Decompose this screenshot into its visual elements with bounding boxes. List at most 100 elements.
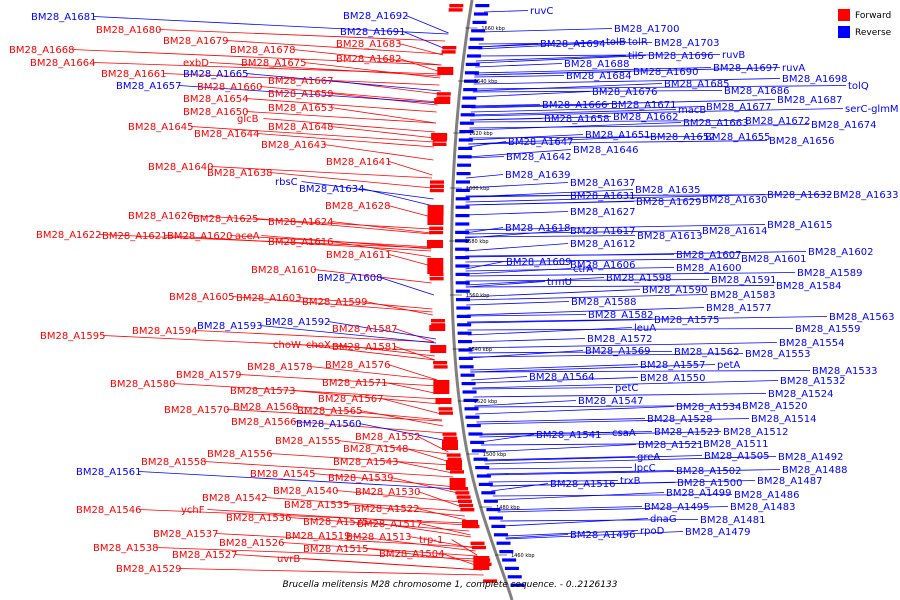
leader-line [416, 508, 467, 521]
leader-line [504, 530, 639, 537]
leader-line [330, 221, 432, 234]
reverse-gene [455, 298, 470, 302]
leader-line [476, 54, 721, 57]
leader-line [390, 477, 458, 494]
gene-label: BM28_A1514 [751, 414, 817, 425]
forward-gene [457, 499, 472, 503]
leader-line [402, 31, 446, 50]
leader-line [468, 338, 586, 343]
gene-label: BM28_A1627 [570, 207, 636, 218]
gene-label: BM28_A1516 [550, 479, 616, 490]
reverse-gene [504, 566, 519, 570]
gene-label: BM28_A1676 [592, 87, 658, 98]
reverse-gene [456, 306, 471, 310]
leader-line [471, 104, 610, 109]
leader-line [387, 205, 432, 218]
leader-line [93, 16, 449, 35]
leader-line [465, 199, 701, 206]
gene-label: BM28_A1559 [795, 324, 861, 335]
forward-gene [432, 138, 447, 142]
leader-line [465, 243, 569, 252]
leader-line [295, 406, 443, 421]
forward-gene [429, 325, 446, 331]
leader-line [238, 374, 439, 387]
gene-label: uvrB [277, 554, 300, 565]
gene-label: BM28_A1581 [332, 342, 398, 353]
reverse-gene [499, 550, 514, 554]
leader-line [476, 418, 646, 423]
scale-tick-label: 1460 kbp [511, 553, 535, 559]
gene-label: BM28_A1553 [745, 349, 811, 360]
gene-label: BM28_A1479 [685, 527, 751, 538]
leader-line [158, 29, 446, 42]
leader-line [298, 297, 433, 310]
gene-label: BM28_A1550 [640, 373, 706, 384]
reverse-gene [468, 432, 483, 436]
gene-label: BM28_A1617 [570, 226, 636, 237]
forward-gene [473, 556, 490, 570]
gene-label: BM28_A1580 [110, 379, 176, 390]
gene-label: BM28_A1634 [299, 184, 365, 195]
leader-line [465, 182, 569, 189]
gene-label: BM28_A1566 [231, 417, 297, 428]
leader-line [380, 398, 442, 415]
leader-line [465, 235, 636, 238]
forward-gene [429, 188, 444, 193]
reverse-gene [455, 222, 470, 226]
gene-label: BM28_A1615 [767, 220, 833, 231]
leader-line [466, 307, 705, 316]
gene-label: BM28_A1655 [705, 132, 771, 143]
gene-label: BM28_A1616 [268, 237, 334, 248]
leader-line [493, 492, 665, 501]
gene-label: BM28_A1535 [284, 500, 350, 511]
leader-line [264, 497, 464, 512]
forward-gene [442, 46, 457, 50]
leader-line [482, 444, 637, 453]
reverse-gene [456, 314, 471, 318]
leader-line [299, 344, 436, 361]
gene-label: BM28_A1512 [723, 427, 789, 438]
gene-label: BM28_A1556 [207, 449, 273, 460]
gene-label: lpcC [634, 463, 656, 474]
gene-label: BM28_A1608 [317, 273, 383, 284]
leader-line [364, 301, 433, 316]
leader-line [478, 42, 653, 45]
leader-line [288, 517, 470, 532]
leader-line [337, 440, 449, 455]
leader-line [178, 568, 484, 576]
gene-label: BM28_A1523 [654, 427, 720, 438]
leader-line [483, 456, 636, 461]
gene-label: BM28_A1648 [268, 122, 334, 133]
leader-line [468, 342, 778, 349]
leader-line [479, 431, 722, 438]
forward-gene [429, 277, 444, 281]
gene-label: BM28_A1525 [303, 517, 369, 528]
gene-label: BM28_A1515 [303, 544, 369, 555]
leader-line [359, 410, 444, 427]
gene-label: BM28_A1654 [183, 94, 249, 105]
map-caption: Brucella melitensis M28 chromosome 1, co… [283, 580, 618, 590]
leader-line [471, 376, 528, 381]
leader-line [470, 370, 811, 373]
reverse-gene [466, 54, 481, 58]
leader-line [466, 314, 587, 317]
gene-label: BM28_A1656 [769, 136, 835, 147]
reverse-gene [458, 146, 473, 150]
leader-line [71, 49, 442, 66]
reverse-gene [496, 541, 511, 545]
leader-line [467, 327, 633, 336]
leader-line [474, 405, 741, 408]
gene-label: BM28_A1671 [611, 100, 677, 111]
gene-label: BM28_A1661 [101, 69, 167, 80]
gene-label: tolR [628, 37, 648, 48]
forward-gene [446, 453, 461, 457]
forward-gene [470, 541, 485, 545]
leader-line [467, 156, 505, 159]
forward-gene [450, 470, 465, 474]
gene-label: BM28_A1595 [40, 331, 106, 342]
gene-label: BM28_A1652 [650, 132, 716, 143]
leader-line [474, 400, 577, 407]
leader-line [465, 281, 546, 288]
gene-label: BM28_A1644 [194, 129, 260, 140]
gene-label: BM28_A1677 [706, 102, 772, 113]
